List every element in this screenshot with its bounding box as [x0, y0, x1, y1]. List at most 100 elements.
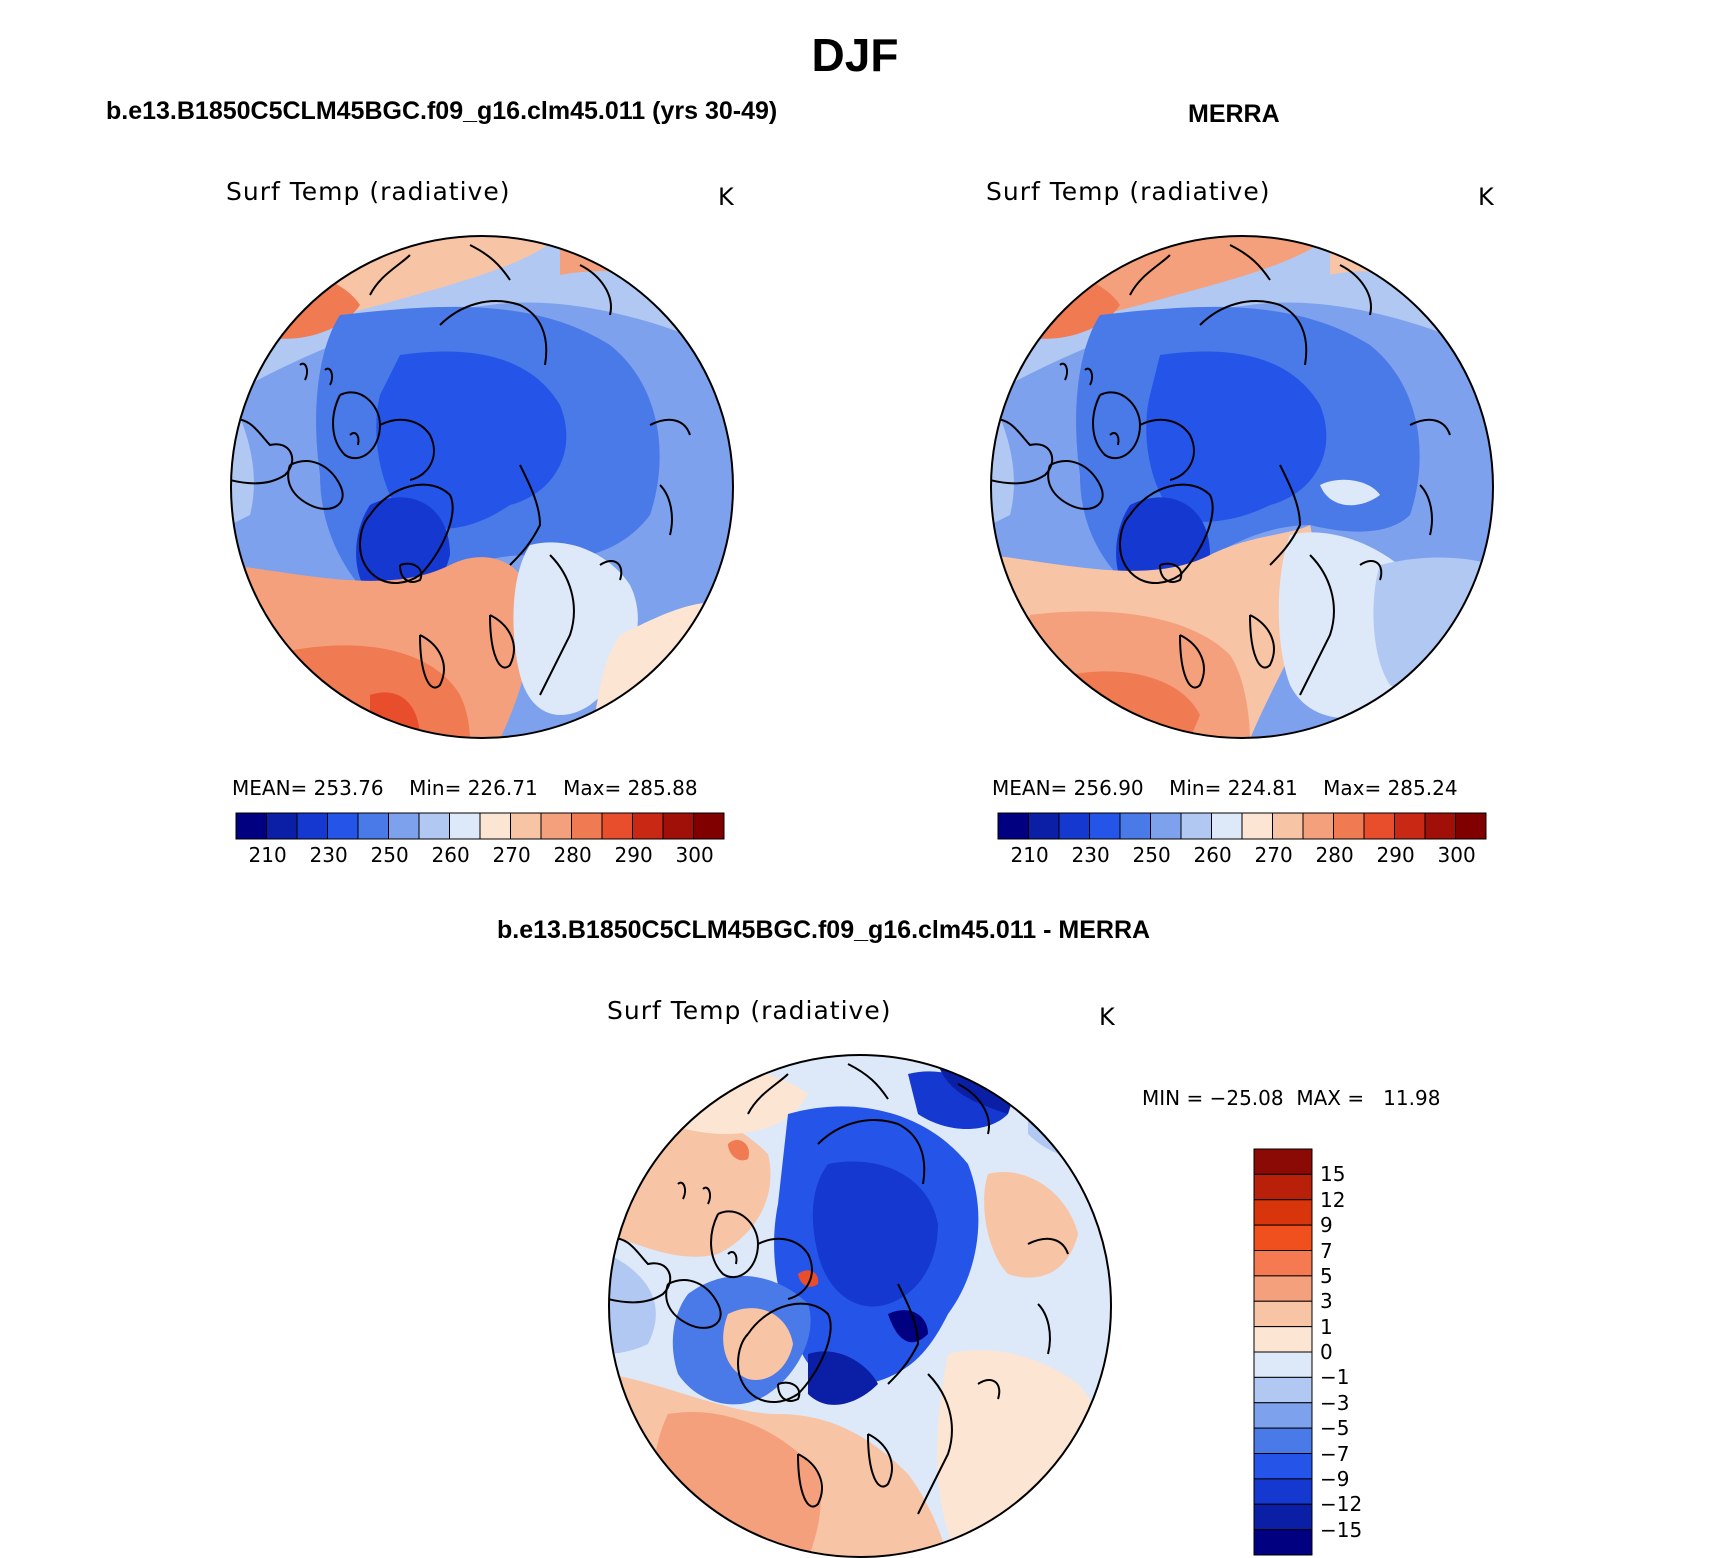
diff-colorbar-tick-label: −12	[1320, 1492, 1363, 1517]
diff-colorbar-box	[1253, 1224, 1313, 1251]
panel1-polar-map	[230, 235, 734, 739]
diff-variable-title: Surf Temp (radiative)	[607, 996, 892, 1025]
diff-colorbar-box	[1253, 1478, 1313, 1505]
diff-colorbar-tick-label: −1	[1320, 1365, 1350, 1390]
panel1-max-label: Max=	[563, 776, 622, 800]
diff-colorbar-tick-label: −9	[1320, 1466, 1350, 1491]
panel1-colorbar-box	[327, 812, 359, 840]
panel1-colorbar-box	[449, 812, 481, 840]
panel2-max-label: Max=	[1323, 776, 1382, 800]
panel1-colorbar-tick-label: 300	[675, 843, 714, 867]
panel2-colorbar-box	[1363, 812, 1395, 840]
panel1-colorbar-box	[601, 812, 633, 840]
panel1-colorbar-tick-label: 230	[309, 843, 348, 867]
diff-colorbar-tick-label: 7	[1320, 1238, 1333, 1263]
panel1-units: K	[718, 183, 734, 211]
diff-colorbar-tick-label: −5	[1320, 1416, 1350, 1441]
panel2-colorbar-box	[1272, 812, 1304, 840]
panel2-colorbar-box	[997, 812, 1029, 840]
main-title: DJF	[811, 29, 899, 81]
diff-colorbar-tick-label: 12	[1320, 1187, 1346, 1212]
diff-colorbar-box	[1253, 1427, 1313, 1454]
diff-colorbar-box	[1253, 1148, 1313, 1175]
panel1-colorbar-tick-label: 290	[614, 843, 653, 867]
panel1-colorbar-box	[418, 812, 450, 840]
panel2-min-value: 224.81	[1227, 776, 1298, 800]
diff-colorbar-box	[1253, 1376, 1313, 1404]
panel1-mean-label: MEAN=	[232, 776, 308, 800]
diff-colorbar-box	[1253, 1351, 1313, 1378]
diff-colorbar-box	[1253, 1529, 1313, 1556]
diff-colorbar-box	[1253, 1453, 1313, 1480]
panel1-colorbar-box	[632, 812, 664, 840]
diff-colorbar-tick-label: 1	[1320, 1314, 1333, 1339]
panel2-colorbar-tick-label: 280	[1315, 843, 1354, 867]
panel1-case-title: b.e13.B1850C5CLM45BGC.f09_g16.clm45.011 …	[106, 97, 778, 125]
panel2-colorbar-box	[1058, 812, 1090, 840]
panel2-stats: MEAN= 256.90 Min= 224.81 Max= 285.24	[992, 776, 1458, 800]
panel1-colorbar-box	[540, 812, 572, 840]
diff-min-value: −25.08	[1209, 1086, 1284, 1110]
diff-colorbar-box	[1253, 1199, 1313, 1226]
diff-colorbar-tick-label: −3	[1320, 1390, 1350, 1415]
panel2-units: K	[1478, 183, 1494, 211]
panel2-colorbar-box	[1241, 812, 1273, 840]
panel1-variable-title: Surf Temp (radiative)	[226, 177, 511, 206]
panel1-colorbar-box	[266, 812, 298, 840]
panel2-mean-label: MEAN=	[992, 776, 1068, 800]
panel1-max-value: 285.88	[627, 776, 698, 800]
panel2-colorbar-box	[1119, 812, 1151, 840]
diff-stats: MIN = −25.08 MAX = 11.98	[1142, 1086, 1440, 1110]
panel2-colorbar-box	[1455, 812, 1487, 840]
diff-colorbar-ticks: 15 12 9 7 5 3 1 0 −1 −3 −5 −7 −9 −12 −15	[1320, 1149, 1400, 1555]
panel1-min-value: 226.71	[467, 776, 538, 800]
panel2-colorbar-tick-label: 300	[1437, 843, 1476, 867]
panel2-colorbar-tick-label: 290	[1376, 843, 1415, 867]
panel1-mean-value: 253.76	[313, 776, 384, 800]
panel1-colorbar-box	[479, 812, 511, 840]
panel1-colorbar-box	[510, 812, 542, 840]
panel1-colorbar-box	[388, 812, 420, 840]
diff-colorbar-tick-label: 3	[1320, 1289, 1333, 1314]
panel1-colorbar-tick-label: 210	[248, 843, 287, 867]
panel2-colorbar-tick-label: 270	[1254, 843, 1293, 867]
panel1-colorbar-box	[662, 812, 694, 840]
diff-colorbar-tick-label: 9	[1320, 1213, 1333, 1238]
diff-max-label: MAX =	[1296, 1086, 1365, 1110]
diff-colorbar	[1253, 1148, 1313, 1556]
diff-max-value: 11.98	[1383, 1086, 1441, 1110]
diff-colorbar-box	[1253, 1275, 1313, 1302]
panel2-min-label: Min=	[1169, 776, 1222, 800]
diff-colorbar-tick-label: −15	[1320, 1517, 1363, 1542]
panel1-colorbar-ticks: 210 230 250 260 270 280 290 300	[236, 843, 724, 869]
panel1-colorbar-box	[357, 812, 389, 840]
panel2-case-title: MERRA	[1188, 100, 1280, 128]
panel1-colorbar-box	[235, 812, 267, 840]
diff-colorbar-box	[1253, 1503, 1313, 1531]
diff-min-label: MIN =	[1142, 1086, 1204, 1110]
panel2-polar-map	[990, 235, 1494, 739]
diff-colorbar-box	[1253, 1402, 1313, 1429]
panel2-colorbar-box	[1394, 812, 1426, 840]
diff-case-title: b.e13.B1850C5CLM45BGC.f09_g16.clm45.011 …	[497, 916, 1151, 944]
panel1-colorbar-tick-label: 260	[431, 843, 470, 867]
panel2-colorbar-box	[1302, 812, 1334, 840]
panel2-colorbar-box	[1424, 812, 1456, 840]
panel2-colorbar	[997, 812, 1487, 840]
panel1-min-label: Min=	[409, 776, 462, 800]
panel2-variable-title: Surf Temp (radiative)	[986, 177, 1271, 206]
panel1-colorbar	[235, 812, 725, 840]
diff-colorbar-tick-label: −7	[1320, 1441, 1350, 1466]
panel2-colorbar-box	[1150, 812, 1182, 840]
panel2-colorbar-tick-label: 230	[1071, 843, 1110, 867]
panel2-colorbar-tick-label: 260	[1193, 843, 1232, 867]
panel2-colorbar-ticks: 210 230 250 260 270 280 290 300	[998, 843, 1486, 869]
panel2-colorbar-tick-label: 210	[1010, 843, 1049, 867]
panel1-colorbar-tick-label: 270	[492, 843, 531, 867]
panel1-stats: MEAN= 253.76 Min= 226.71 Max= 285.88	[232, 776, 698, 800]
diff-colorbar-tick-label: 0	[1320, 1340, 1333, 1364]
panel2-max-value: 285.24	[1387, 776, 1458, 800]
diff-units: K	[1099, 1003, 1115, 1031]
panel2-colorbar-box	[1333, 812, 1365, 840]
panel1-colorbar-tick-label: 250	[370, 843, 409, 867]
